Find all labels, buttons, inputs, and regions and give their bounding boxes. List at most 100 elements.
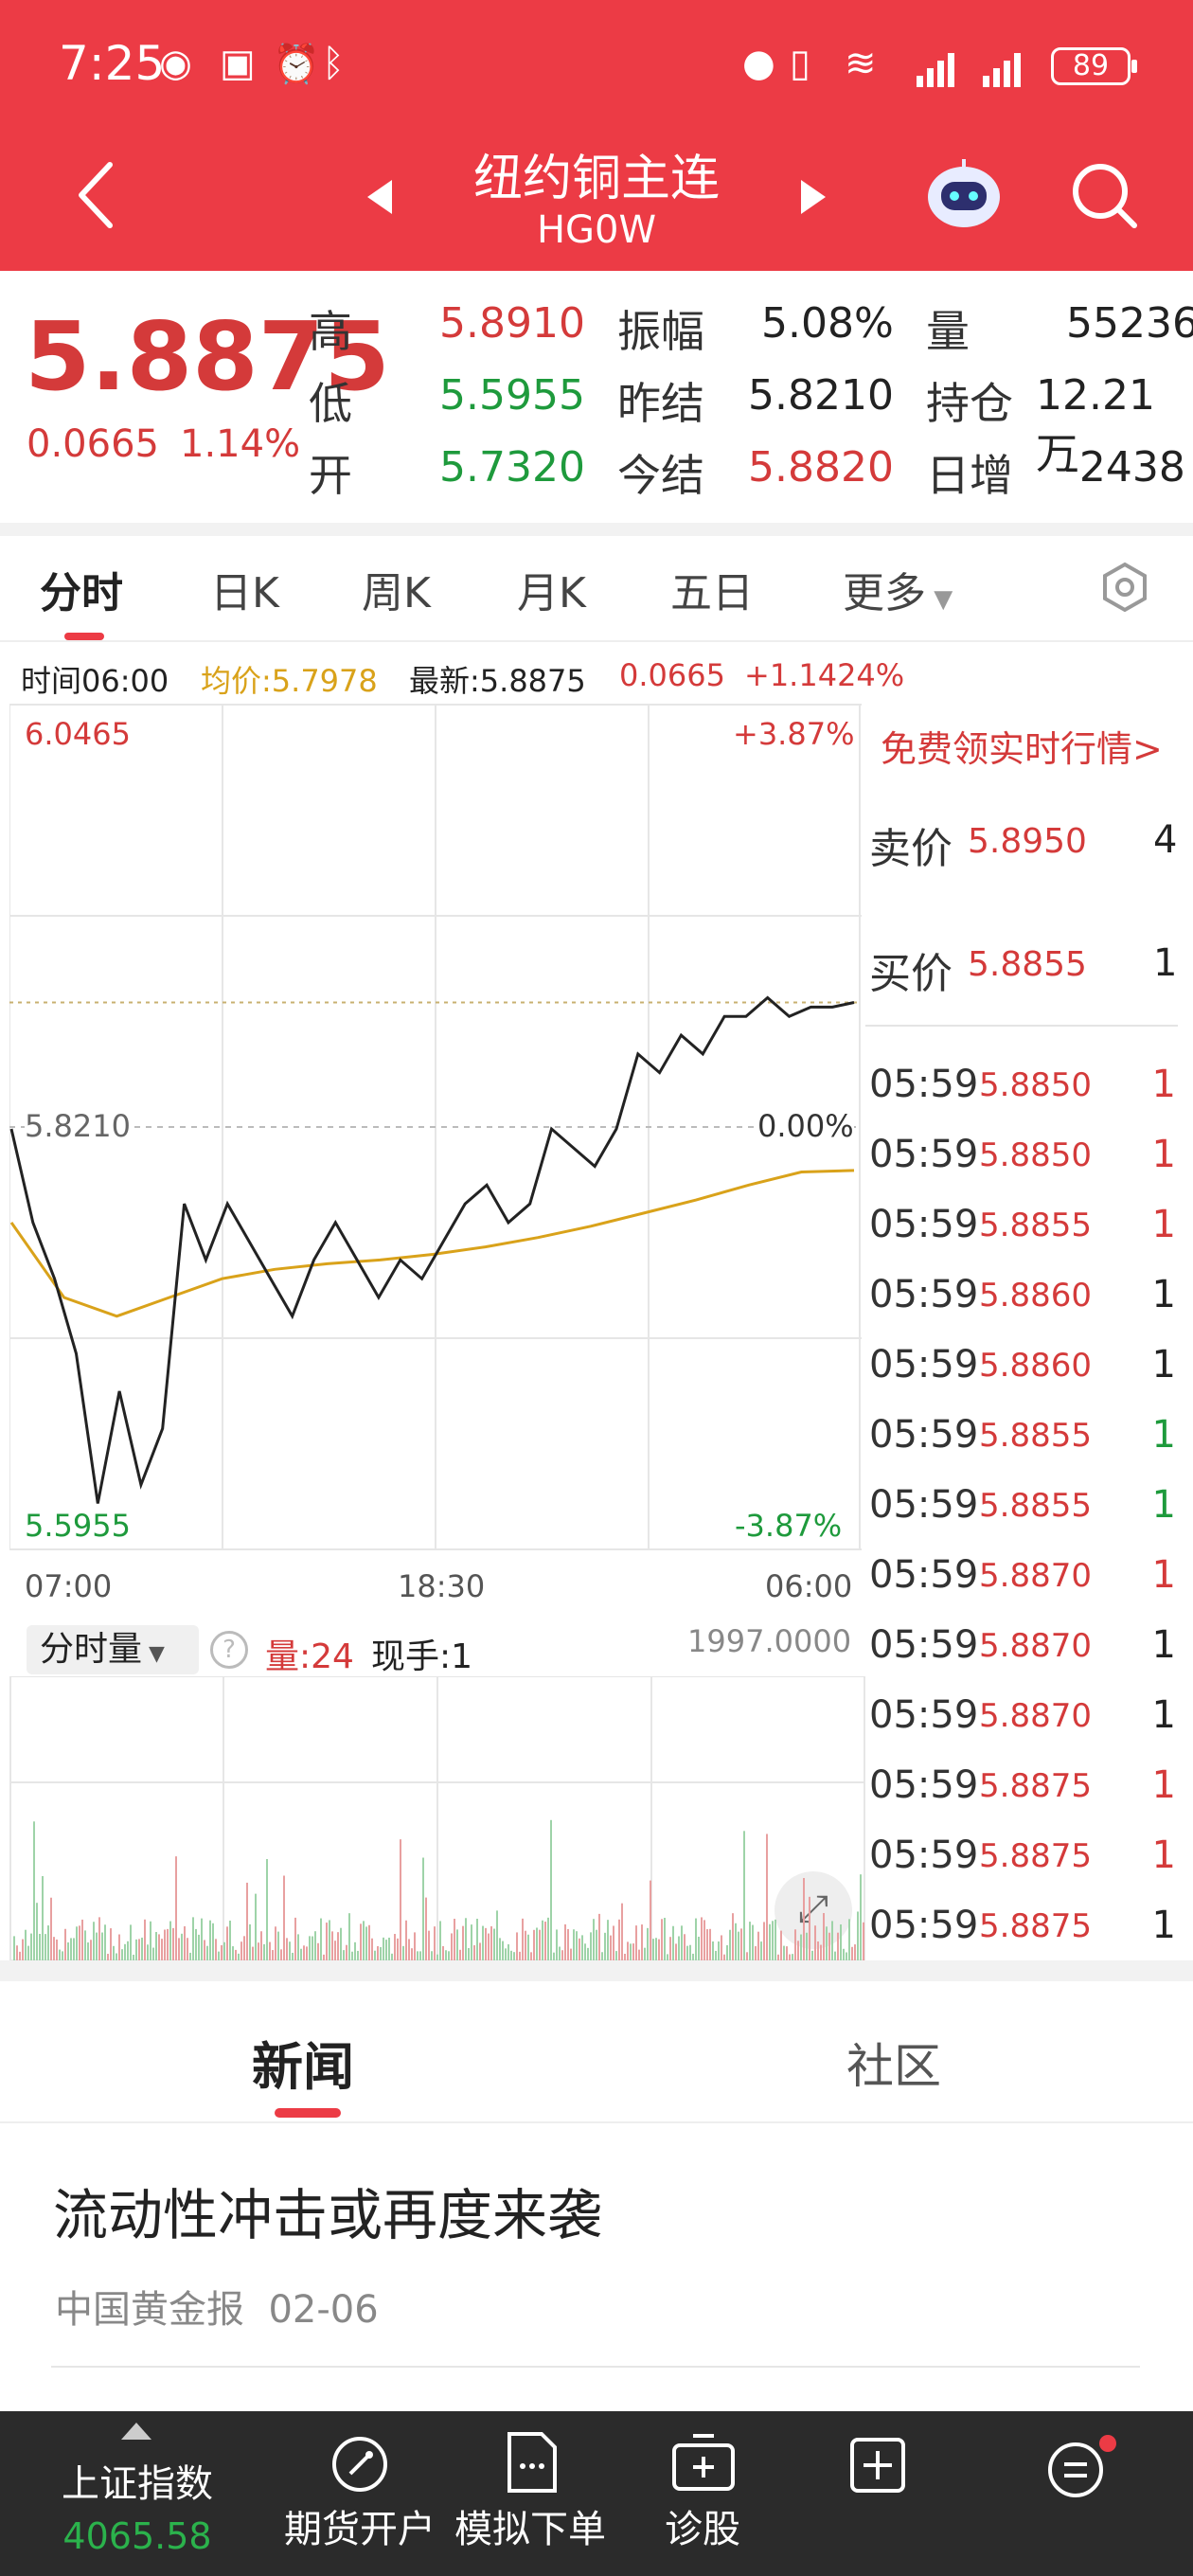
volume-bar: [783, 1945, 785, 1960]
next-contract-icon[interactable]: [795, 176, 829, 218]
volume-bar: [434, 1926, 436, 1960]
volume-selector[interactable]: 分时量 ▼: [27, 1625, 199, 1674]
volume-bar: [394, 1934, 396, 1960]
bid-price: 5.8855: [968, 945, 1087, 984]
tab-community[interactable]: 社区: [846, 2039, 941, 2094]
volume-bar: [280, 1949, 282, 1960]
trade-time: 05:59: [869, 1693, 979, 1737]
price-change: 0.0665: [27, 422, 159, 466]
nav-futures-account[interactable]: 期货开户: [284, 2508, 436, 2551]
volume-bar: [297, 1934, 299, 1960]
volume-bar: [516, 1932, 518, 1960]
volume-bar: [206, 1945, 208, 1960]
location-icon: ●: [742, 42, 775, 85]
value-open-interest: 12.21万: [1036, 371, 1155, 478]
volume-bar: [36, 1903, 38, 1960]
trade-price: 5.8855: [979, 1487, 1092, 1525]
volume-bar: [655, 1938, 657, 1960]
volume-bar: [624, 1954, 626, 1960]
volume-bar: [365, 1926, 367, 1960]
volume-bar: [678, 1936, 680, 1960]
volume-bar: [610, 1935, 612, 1960]
volume-bar: [650, 1880, 651, 1960]
back-icon[interactable]: [72, 157, 119, 233]
volume-bar: [809, 1896, 810, 1960]
alarm-icon: ⏰: [273, 43, 320, 86]
nav-simulate-order[interactable]: 模拟下单: [454, 2508, 606, 2551]
dropdown-icon: ▼: [926, 585, 953, 614]
volume-bar: [638, 1949, 640, 1960]
news-headline[interactable]: 流动性冲击或再度来袭: [53, 2183, 603, 2247]
add-icon[interactable]: [848, 2436, 907, 2495]
volume-bar: [374, 1950, 376, 1960]
volume-bar: [289, 1941, 291, 1960]
volume-bar: [652, 1939, 654, 1960]
volume-bar: [42, 1875, 44, 1960]
news-date: 02-06: [268, 2288, 379, 2332]
trade-time: 05:59: [869, 1904, 979, 1947]
volume-bar: [755, 1945, 757, 1960]
volume-bar: [79, 1925, 80, 1960]
trade-price: 5.8860: [979, 1277, 1092, 1315]
futures-account-icon[interactable]: [329, 2434, 390, 2495]
search-icon[interactable]: [1068, 159, 1140, 231]
ask-label: 卖价: [869, 825, 953, 873]
settings-icon[interactable]: [1098, 561, 1151, 614]
menu-icon[interactable]: [1045, 2434, 1117, 2500]
contract-code: HG0W: [536, 208, 657, 252]
tab-daily-k[interactable]: 日K: [210, 569, 279, 617]
volume-bar: [669, 1937, 671, 1960]
tab-monthly-k[interactable]: 月K: [517, 569, 586, 617]
help-icon[interactable]: ?: [210, 1631, 248, 1669]
info-latest: 最新:5.8875: [409, 663, 586, 699]
volume-bar: [292, 1952, 294, 1960]
volume-bar: [777, 1954, 779, 1960]
volume-bar: [712, 1941, 714, 1960]
volume-bar: [723, 1954, 725, 1960]
nav-index-name[interactable]: 上证指数: [62, 2462, 213, 2506]
volume-bar: [749, 1922, 751, 1960]
promo-link[interactable]: 免费领实时行情>: [881, 728, 1163, 770]
volume-bar: [780, 1930, 782, 1960]
tab-intraday[interactable]: 分时: [40, 569, 123, 617]
value-volume: 55236: [1066, 299, 1193, 348]
volume-bar: [329, 1920, 330, 1960]
volume-bar: [760, 1941, 762, 1960]
trade-time: 05:59: [869, 1483, 979, 1527]
volume-bar: [113, 1945, 115, 1960]
tab-weekly-k[interactable]: 周K: [362, 569, 431, 617]
label-high: 高: [309, 306, 352, 357]
expand-up-icon[interactable]: [119, 2421, 153, 2442]
volume-bar: [317, 1942, 319, 1960]
volume-bar: [846, 1952, 847, 1960]
volume-bar: [806, 1932, 808, 1960]
robot-assistant-icon[interactable]: [924, 155, 1004, 231]
trade-price: 5.8855: [979, 1207, 1092, 1244]
volume-bar: [451, 1933, 453, 1960]
bottom-nav: [0, 2411, 1193, 2576]
trade-time: 05:59: [869, 1203, 979, 1246]
volume-bar: [664, 1918, 666, 1960]
volume-bar: [820, 1944, 822, 1960]
volume-bar: [613, 1925, 614, 1960]
divider: [0, 1960, 1193, 1981]
volume-bar: [513, 1952, 515, 1960]
volume-bar: [181, 1933, 183, 1960]
volume-bar: [340, 1927, 342, 1960]
volume-bar: [309, 1936, 311, 1960]
intraday-chart[interactable]: [9, 701, 867, 1553]
simulate-order-icon[interactable]: [504, 2430, 561, 2495]
tab-five-day[interactable]: 五日: [670, 569, 754, 617]
volume-bar: [164, 1929, 166, 1960]
volume-bar: [667, 1954, 668, 1960]
trade-time: 05:59: [869, 1133, 979, 1176]
volume-bar: [47, 1925, 49, 1960]
prev-contract-icon[interactable]: [364, 176, 398, 218]
ask-price: 5.8950: [968, 822, 1087, 861]
nav-diagnose-stock[interactable]: 诊股: [665, 2508, 740, 2551]
diagnose-stock-icon[interactable]: [670, 2432, 737, 2495]
volume-bar: [556, 1929, 558, 1960]
tab-news[interactable]: 新闻: [252, 2037, 354, 2097]
volume-bar: [135, 1939, 137, 1960]
tab-more[interactable]: 更多 ▼: [843, 559, 953, 619]
